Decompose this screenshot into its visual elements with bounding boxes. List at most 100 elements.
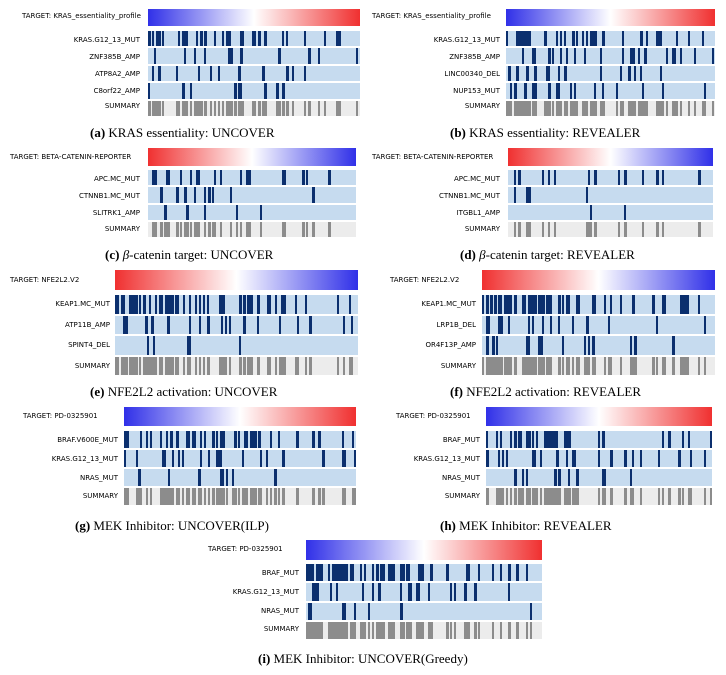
mutation-tick	[610, 295, 612, 314]
summary-tick	[216, 488, 218, 505]
heatmap	[115, 295, 358, 375]
mutation-tick	[536, 431, 538, 448]
target-label: TARGET: PD-0325901	[208, 545, 283, 553]
summary-tick	[152, 100, 154, 116]
mutation-tick	[574, 83, 576, 99]
summary-tick	[143, 356, 146, 375]
mutation-tick	[544, 31, 547, 47]
summary-tick	[304, 100, 306, 116]
summary-tick	[212, 221, 214, 237]
summary-tick	[318, 621, 320, 639]
summary-tick	[314, 621, 316, 639]
mutation-tick	[554, 469, 557, 486]
summary-tick	[306, 221, 308, 237]
mutation-tick	[704, 450, 706, 467]
mutation-tick	[662, 295, 664, 314]
mutation-tick	[572, 31, 575, 47]
mutation-tick	[176, 187, 179, 203]
mutation-tick	[267, 295, 269, 314]
mutation-tick	[514, 170, 516, 186]
summary-tick	[492, 356, 495, 375]
summary-tick	[498, 356, 500, 375]
summary-tick	[528, 488, 531, 505]
summary-tick	[514, 356, 517, 375]
feature-row	[486, 431, 712, 448]
mutation-tick	[154, 48, 156, 64]
summary-tick	[334, 621, 336, 639]
row-label: KEAP1.MC_MUT	[55, 300, 110, 308]
mutation-tick	[486, 450, 489, 467]
row-label: NUP153_MUT	[453, 87, 500, 95]
summary-tick	[576, 100, 578, 116]
mutation-tick	[640, 31, 643, 47]
caption-letter: (f)	[450, 384, 463, 399]
mutation-tick	[246, 431, 248, 448]
mutation-tick	[354, 450, 356, 467]
mutation-tick	[630, 336, 632, 355]
summary-tick	[270, 488, 272, 505]
summary-tick	[274, 488, 277, 505]
mutation-tick	[492, 336, 495, 355]
mutation-tick	[598, 431, 600, 448]
mutation-tick	[328, 170, 331, 186]
target-gradient-bar	[115, 270, 358, 290]
mutation-tick	[282, 170, 284, 186]
mutation-tick	[592, 295, 594, 314]
summary-tick	[634, 100, 636, 116]
mutation-tick	[546, 65, 548, 82]
mutation-tick	[574, 450, 576, 467]
mutation-tick	[530, 602, 532, 620]
target-gradient-bar	[508, 148, 713, 166]
mutation-tick	[588, 170, 590, 186]
summary-tick	[488, 356, 490, 375]
mutation-tick	[136, 450, 138, 467]
summary-tick	[153, 356, 155, 375]
mutation-tick	[140, 431, 142, 448]
mutation-tick	[126, 431, 129, 448]
summary-tick	[164, 221, 167, 237]
summary-row	[482, 356, 715, 375]
summary-tick	[222, 488, 224, 505]
summary-tick	[178, 100, 180, 116]
mutation-tick	[664, 295, 666, 314]
summary-tick	[139, 356, 141, 375]
mutation-tick	[526, 336, 528, 355]
mutation-tick	[171, 295, 174, 314]
mutation-tick	[372, 583, 374, 601]
summary-tick	[242, 488, 244, 505]
summary-tick	[236, 221, 238, 237]
mutation-tick	[189, 315, 191, 334]
target-gradient-bar	[486, 407, 712, 426]
mutation-tick	[145, 315, 148, 334]
target-label: TARGET: PD-0325901	[23, 412, 98, 420]
summary-tick	[642, 221, 644, 237]
mutation-tick	[200, 431, 202, 448]
summary-tick	[680, 100, 682, 116]
summary-tick	[594, 221, 597, 237]
summary-tick	[558, 100, 560, 116]
summary-tick	[240, 100, 242, 116]
mutation-tick	[510, 431, 512, 448]
summary-tick	[212, 488, 215, 505]
mutation-tick	[584, 48, 586, 64]
mutation-tick	[129, 295, 131, 314]
mutation-tick	[590, 31, 592, 47]
summary-tick	[584, 100, 586, 116]
summary-tick	[534, 100, 537, 116]
summary-tick	[712, 100, 714, 116]
summary-tick	[124, 488, 126, 505]
summary-tick	[494, 356, 497, 375]
summary-tick	[600, 100, 602, 116]
mutation-tick	[550, 431, 553, 448]
mutation-tick	[400, 602, 403, 620]
heatmap	[148, 170, 356, 237]
summary-tick	[526, 488, 528, 505]
mutation-tick	[124, 431, 126, 448]
mutation-tick	[682, 295, 685, 314]
caption-text: MEK Inhibitor: UNCOVER(ILP)	[93, 518, 269, 533]
mutation-tick	[160, 187, 163, 203]
summary-tick	[190, 100, 192, 116]
summary-tick	[238, 100, 240, 116]
summary-tick	[516, 100, 519, 116]
summary-tick	[194, 488, 196, 505]
